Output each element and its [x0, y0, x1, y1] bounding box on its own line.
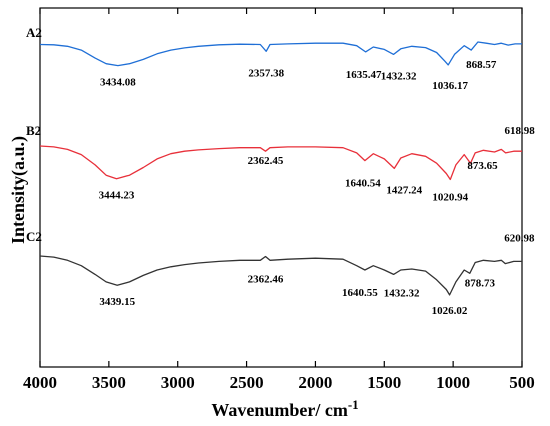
peak-label: 1026.02	[432, 305, 468, 317]
peak-label: 1020.94	[432, 192, 468, 204]
peak-label: 3434.08	[100, 77, 136, 89]
peak-label: 2357.38	[248, 67, 284, 79]
x-tick-label: 3500	[92, 373, 126, 392]
peak-label: 873.65	[467, 160, 498, 172]
peak-label: 1640.55	[342, 287, 378, 299]
peak-label: 3439.15	[99, 296, 135, 308]
plot-frame	[39, 7, 523, 368]
series-line-c2	[39, 255, 522, 296]
peak-label: 1640.54	[345, 178, 381, 190]
x-tick-label: 500	[509, 373, 535, 392]
peak-label: 1036.17	[432, 80, 468, 92]
x-axis-title: Wavenumber/ cm-1	[211, 397, 358, 420]
series-label-c2: C2	[26, 229, 42, 244]
axes: 4000 3500 3000 2500 2000 1500 1000 500 Wavenumbe…	[8, 7, 535, 420]
peak-label: 1427.24	[386, 184, 422, 196]
peak-label: 1635.47	[346, 69, 382, 81]
series-line-b2	[39, 145, 522, 181]
series-label-a2: A2	[26, 25, 42, 40]
series-label-b2: B2	[26, 123, 41, 138]
peak-label: 1432.32	[381, 70, 417, 82]
x-tick-label: 1500	[367, 373, 401, 392]
peak-label: 868.57	[466, 59, 497, 71]
x-tick-label: 1000	[436, 373, 470, 392]
x-tick-label: 3000	[161, 373, 195, 392]
peak-label: 2362.45	[248, 155, 284, 167]
series-layer	[39, 41, 522, 296]
y-axis-title: Intensity(a.u.)	[8, 136, 29, 244]
peak-label: 2362.46	[248, 274, 284, 286]
x-tick-label: 4000	[23, 373, 57, 392]
peak-label: 1432.32	[384, 287, 420, 299]
x-tick-label: 2000	[298, 373, 332, 392]
peak-label: 618.98	[504, 125, 535, 137]
peak-label: 620.98	[504, 233, 535, 245]
peak-label: 878.73	[465, 277, 496, 289]
series-line-a2	[39, 41, 522, 67]
x-tick-label: 2500	[230, 373, 264, 392]
peak-label: 3444.23	[99, 190, 135, 202]
